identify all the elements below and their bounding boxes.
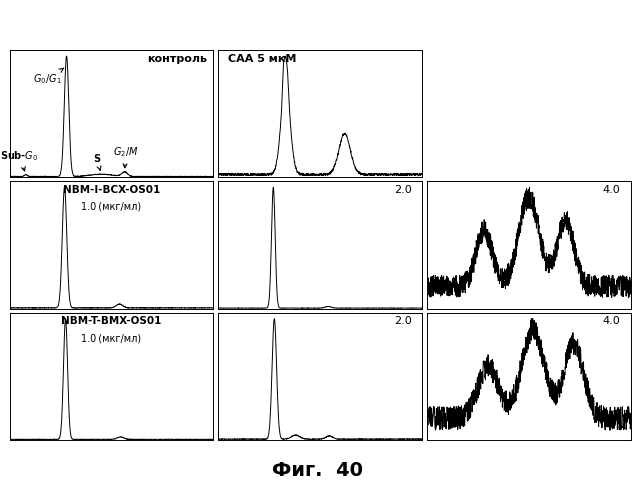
Text: 2.0: 2.0 — [394, 185, 412, 195]
Text: контроль: контроль — [147, 54, 207, 64]
Text: NBM-I-BCX-OS01: NBM-I-BCX-OS01 — [63, 185, 160, 195]
Text: 2.0: 2.0 — [394, 316, 412, 326]
Text: NBM-T-BMX-OS01: NBM-T-BMX-OS01 — [61, 316, 162, 326]
Text: САА 5 мкМ: САА 5 мкМ — [228, 54, 297, 64]
Text: 4.0: 4.0 — [603, 316, 621, 326]
Text: Фиг.  40: Фиг. 40 — [271, 461, 363, 480]
Text: 1.0 (мкг/мл): 1.0 (мкг/мл) — [81, 333, 141, 343]
Text: $G_0/G_1$: $G_0/G_1$ — [33, 68, 63, 86]
Text: 1.0 (мкг/мл): 1.0 (мкг/мл) — [81, 202, 141, 211]
Text: 4.0: 4.0 — [603, 185, 621, 195]
Text: $G_2/M$: $G_2/M$ — [113, 145, 138, 168]
Text: S: S — [94, 154, 101, 170]
Text: Sub-$G_0$: Sub-$G_0$ — [1, 149, 39, 171]
